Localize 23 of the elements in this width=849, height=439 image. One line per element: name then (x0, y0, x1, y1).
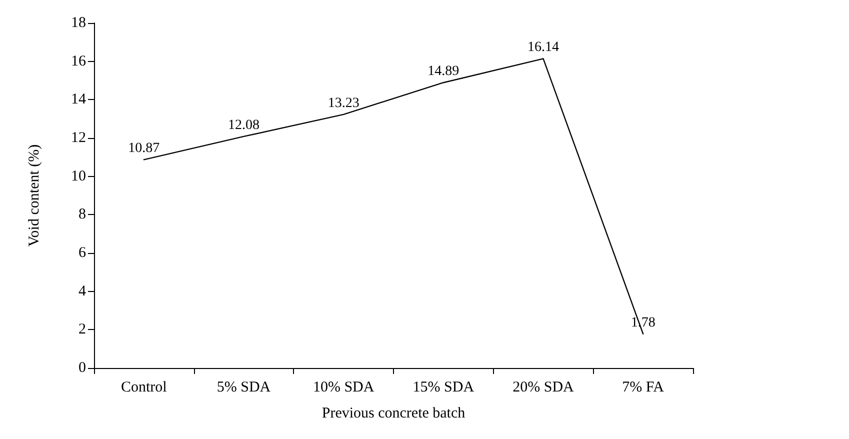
y-tick-label: 6 (78, 245, 86, 261)
x-tick-label: 7% FA (622, 380, 664, 396)
x-axis-title: Previous concrete batch (322, 406, 466, 422)
y-tick-label: 4 (78, 283, 86, 300)
x-tick-label: 5% SDA (216, 380, 271, 396)
y-tick-label: 12 (71, 130, 86, 146)
y-tick-label: 0 (78, 360, 86, 376)
y-axis-title: Void content (%) (26, 144, 42, 247)
y-tick-label: 16 (71, 53, 86, 70)
data-label: 16.14 (528, 40, 559, 56)
x-tick-label: 15% SDA (412, 380, 474, 396)
data-label: 10.87 (128, 141, 160, 156)
y-tick-label: 2 (78, 322, 86, 338)
y-tick-label: 14 (71, 92, 86, 108)
y-tick-label: 18 (71, 15, 86, 31)
y-tick-label: 10 (71, 168, 86, 184)
data-label: 14.89 (428, 64, 460, 80)
data-label: 12.08 (228, 118, 260, 133)
x-tick-label: Control (120, 380, 167, 396)
data-label: 13.23 (328, 96, 360, 111)
x-tick-label: 10% SDA (312, 380, 374, 396)
x-tick-label: 20% SDA (512, 380, 574, 396)
y-tick-label: 8 (78, 206, 86, 223)
